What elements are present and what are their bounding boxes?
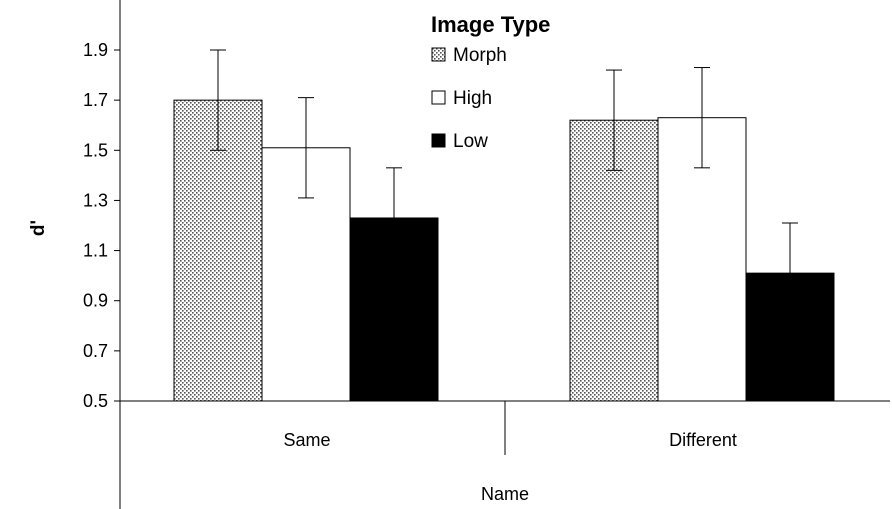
y-tick-label: 1.5 — [83, 140, 108, 160]
x-tick-label: Same — [283, 430, 330, 450]
y-tick-label: 1.1 — [83, 241, 108, 261]
tick-labels-group: 0.5 0.7 0.9 1.1 1.3 1.5 1.7 1.9 Same Different — [83, 40, 737, 450]
legend-swatch-high — [431, 90, 446, 105]
legend: Image Type Morph High Low — [431, 12, 550, 152]
legend-label-morph: Morph — [453, 45, 507, 66]
y-tick-label: 1.7 — [83, 90, 108, 110]
x-axis-label: Name — [481, 484, 529, 504]
legend-label-low: Low — [453, 131, 488, 152]
bars-group — [173, 99, 835, 402]
y-tick-label: 0.5 — [83, 391, 108, 411]
x-tick-label: Different — [669, 430, 737, 450]
y-tick-label: 1.3 — [83, 190, 108, 210]
y-tick-label: 0.9 — [83, 291, 108, 311]
error-bars-group — [210, 49, 798, 324]
legend-title: Image Type — [431, 12, 550, 37]
y-tick-label: 1.9 — [83, 40, 108, 60]
legend-label-high: High — [453, 88, 492, 109]
y-axis-label: d' — [28, 220, 49, 236]
y-tick-label: 0.7 — [83, 341, 108, 361]
legend-swatch-low — [431, 133, 446, 148]
legend-swatch-morph — [431, 47, 446, 62]
